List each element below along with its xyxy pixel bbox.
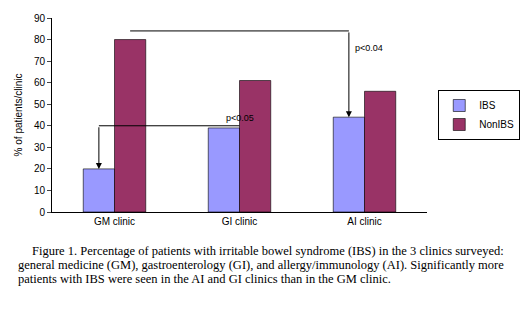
- svg-text:% of patients/clinic: % of patients/clinic: [13, 74, 24, 157]
- svg-text:p<0.05: p<0.05: [226, 113, 254, 123]
- svg-text:40: 40: [34, 120, 46, 131]
- svg-text:70: 70: [34, 56, 46, 67]
- svg-text:IBS: IBS: [479, 100, 495, 111]
- svg-text:0: 0: [39, 207, 45, 218]
- svg-text:30: 30: [34, 142, 46, 153]
- html-text:Figure 1. Percentage of patien: Figure 1. Percentage of patients with ir…: [18, 244, 504, 286]
- svg-text:p<0.04: p<0.04: [355, 43, 383, 53]
- svg-text:60: 60: [34, 77, 46, 88]
- svg-text:20: 20: [34, 163, 46, 174]
- svg-text:90: 90: [34, 13, 46, 24]
- svg-text:GI clinic: GI clinic: [222, 216, 258, 227]
- svg-text:10: 10: [34, 185, 46, 196]
- svg-text:NonIBS: NonIBS: [479, 119, 514, 130]
- svg-text:50: 50: [34, 99, 46, 110]
- svg-text:80: 80: [34, 34, 46, 45]
- svg-text:GM clinic: GM clinic: [94, 216, 135, 227]
- svg-text:AI clinic: AI clinic: [347, 216, 381, 227]
